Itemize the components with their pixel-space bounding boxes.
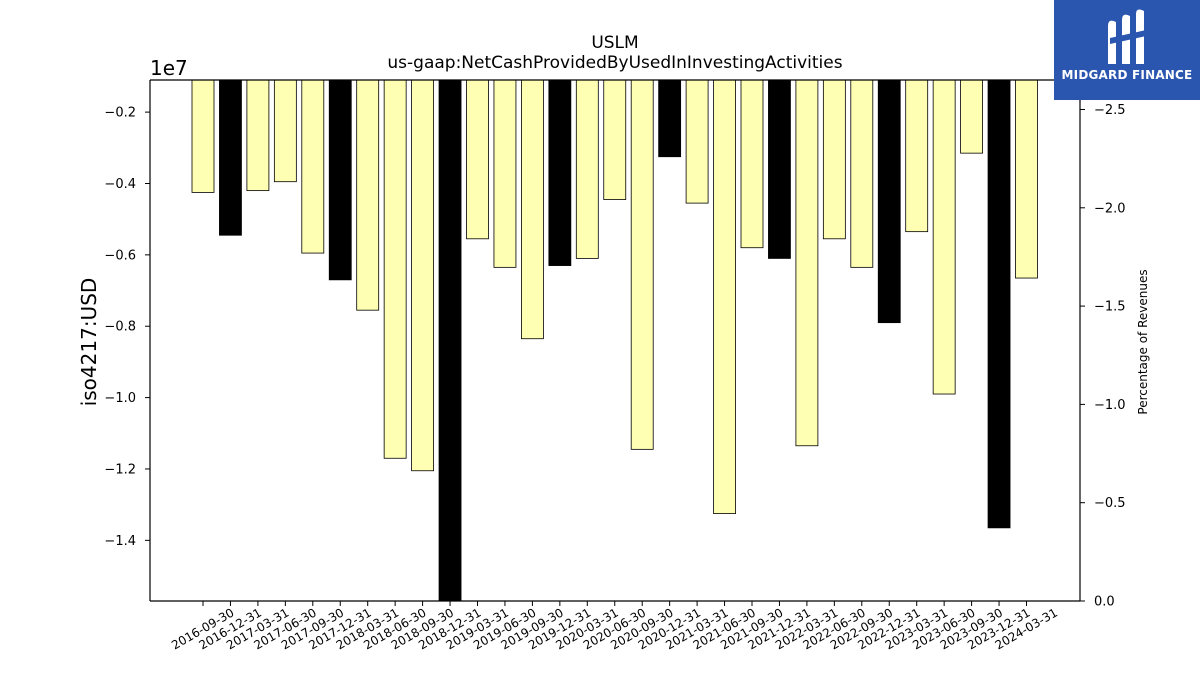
bar [466, 79, 489, 240]
y-offset-label: 1e7 [150, 56, 188, 80]
bar [438, 79, 462, 602]
chart-title: USLM [591, 33, 638, 53]
bar [713, 79, 736, 514]
y-tick-label: −1.0 [104, 391, 136, 406]
bar [822, 79, 846, 240]
bar [740, 79, 764, 249]
y-tick-label: −1.2 [104, 462, 136, 477]
y2-tick-label: −1.0 [1094, 398, 1126, 413]
bar [273, 79, 297, 183]
bar [987, 79, 1011, 529]
y2-tick-label: −0.5 [1094, 496, 1126, 511]
bar [191, 79, 215, 193]
y2-axis-label: Percentage of Revenues [1136, 269, 1150, 414]
y2-tick-label: −2.0 [1094, 201, 1126, 216]
axes-group [149, 79, 1081, 602]
bar [685, 79, 709, 204]
bar [521, 79, 544, 340]
y2-tick-label: 0.0 [1094, 595, 1115, 610]
bar [768, 79, 791, 259]
midgard-logo-icon [1108, 9, 1146, 65]
bar [328, 79, 352, 281]
y-tick-label: −0.8 [104, 320, 136, 335]
y-tick-label: −0.6 [104, 248, 136, 263]
y-tick-label: −0.2 [104, 106, 136, 121]
bar [301, 79, 325, 254]
y2-tick-label: −1.5 [1094, 300, 1126, 315]
bar [219, 79, 242, 236]
bar [932, 79, 956, 395]
bar [1015, 79, 1038, 279]
y-tick-label: −0.4 [104, 177, 136, 192]
bar [877, 79, 901, 324]
bars-group [191, 79, 1038, 602]
y-ticks-group: −0.2 −0.4 −0.6 −0.8 −1.0 −1.2 −1.4 [104, 106, 150, 549]
y2-tick-label: −2.5 [1094, 103, 1126, 118]
bar [493, 79, 517, 268]
bar [383, 79, 407, 459]
y-tick-label: −1.4 [104, 534, 136, 549]
bar [795, 79, 819, 447]
bar [658, 79, 682, 158]
bar [850, 79, 874, 268]
bar [411, 79, 435, 472]
midgard-finance-logo: MIDGARD FINANCE [1054, 0, 1200, 100]
bar [960, 79, 983, 154]
bar [246, 79, 270, 192]
bar [630, 79, 654, 450]
logo-brand-text: MIDGARD FINANCE [1061, 68, 1193, 82]
bar [575, 79, 599, 259]
bar [548, 79, 572, 266]
x-ticks-group: 2016-09-302016-12-312017-03-312017-06-30… [169, 601, 1060, 652]
bar [603, 79, 627, 200]
y-axis-label: iso4217:USD [77, 278, 101, 407]
chart-subtitle: us-gaap:NetCashProvidedByUsedInInvesting… [387, 53, 842, 73]
y2-ticks-group: 0.0 −0.5 −1.0 −1.5 −2.0 −2.5 [1080, 103, 1126, 610]
bar [356, 79, 380, 311]
bar [905, 79, 929, 233]
